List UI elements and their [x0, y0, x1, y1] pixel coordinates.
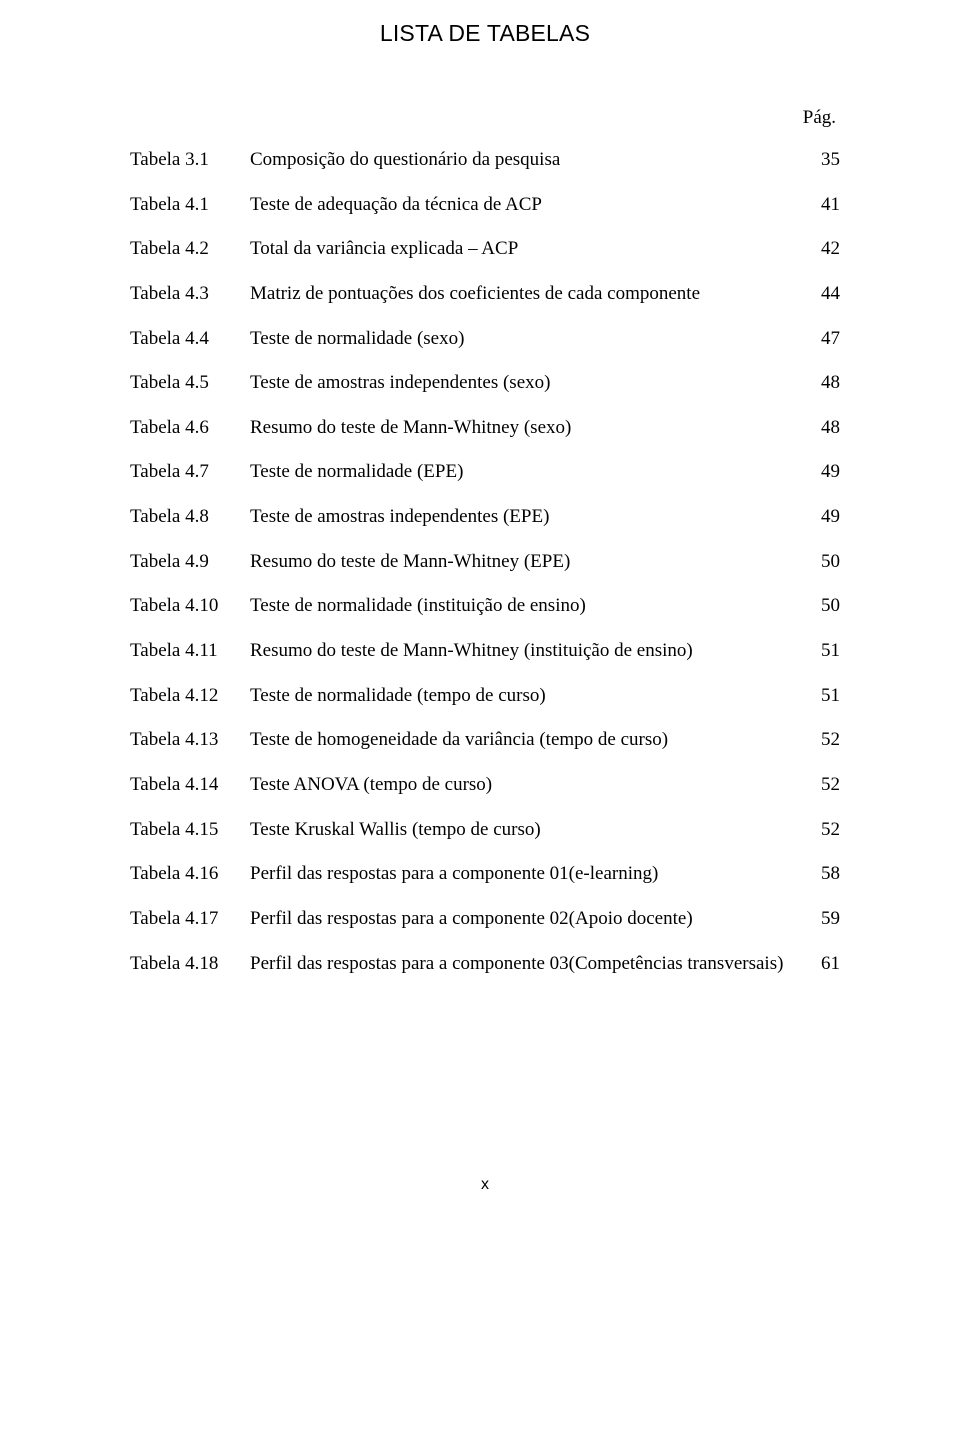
table-page-cell: 52 [804, 727, 840, 753]
table-id-cell: Tabela 4.17 [130, 906, 250, 932]
table-id-cell: Tabela 4.10 [130, 593, 250, 619]
table-page-cell: 42 [804, 236, 840, 262]
table-page-cell: 35 [804, 147, 840, 173]
table-row: Tabela 4.2Total da variância explicada –… [130, 236, 840, 262]
table-row: Tabela 4.16Perfil das respostas para a c… [130, 861, 840, 887]
page-column-header: Pág. [803, 107, 836, 129]
page-number-footer: x [130, 1176, 840, 1194]
table-list: Tabela 3.1Composição do questionário da … [130, 147, 840, 976]
table-desc-cell: Teste de amostras independentes (EPE) [250, 504, 804, 530]
table-row: Tabela 4.5Teste de amostras independente… [130, 370, 840, 396]
page-title: LISTA DE TABELAS [130, 20, 840, 47]
table-row: Tabela 4.9Resumo do teste de Mann-Whitne… [130, 549, 840, 575]
table-row: Tabela 4.10Teste de normalidade (institu… [130, 593, 840, 619]
table-page-cell: 47 [804, 326, 840, 352]
table-page-cell: 50 [804, 593, 840, 619]
table-id-cell: Tabela 4.5 [130, 370, 250, 396]
table-row: Tabela 4.8Teste de amostras independente… [130, 504, 840, 530]
table-row: Tabela 3.1Composição do questionário da … [130, 147, 840, 173]
table-id-cell: Tabela 4.18 [130, 951, 250, 977]
table-desc-cell: Perfil das respostas para a componente 0… [250, 951, 804, 977]
table-page-cell: 51 [804, 638, 840, 664]
table-id-cell: Tabela 4.4 [130, 326, 250, 352]
table-desc-cell: Teste de adequação da técnica de ACP [250, 192, 804, 218]
table-desc-cell: Resumo do teste de Mann-Whitney (sexo) [250, 415, 804, 441]
table-row: Tabela 4.13Teste de homogeneidade da var… [130, 727, 840, 753]
table-id-cell: Tabela 4.13 [130, 727, 250, 753]
table-row: Tabela 4.6Resumo do teste de Mann-Whitne… [130, 415, 840, 441]
table-row: Tabela 4.1Teste de adequação da técnica … [130, 192, 840, 218]
table-id-cell: Tabela 4.2 [130, 236, 250, 262]
table-id-cell: Tabela 4.3 [130, 281, 250, 307]
table-page-cell: 61 [804, 951, 840, 977]
table-desc-cell: Teste ANOVA (tempo de curso) [250, 772, 804, 798]
table-desc-cell: Teste Kruskal Wallis (tempo de curso) [250, 817, 804, 843]
table-page-cell: 41 [804, 192, 840, 218]
table-page-cell: 59 [804, 906, 840, 932]
table-page-cell: 44 [804, 281, 840, 307]
table-page-cell: 51 [804, 683, 840, 709]
table-desc-cell: Teste de normalidade (sexo) [250, 326, 804, 352]
table-desc-cell: Teste de homogeneidade da variância (tem… [250, 727, 804, 753]
page-column-header-row: Pág. [130, 107, 840, 129]
table-row: Tabela 4.4Teste de normalidade (sexo)47 [130, 326, 840, 352]
table-id-cell: Tabela 4.6 [130, 415, 250, 441]
table-row: Tabela 4.14Teste ANOVA (tempo de curso)5… [130, 772, 840, 798]
table-desc-cell: Teste de normalidade (tempo de curso) [250, 683, 804, 709]
table-row: Tabela 4.7Teste de normalidade (EPE)49 [130, 459, 840, 485]
table-desc-cell: Total da variância explicada – ACP [250, 236, 804, 262]
table-desc-cell: Matriz de pontuações dos coeficientes de… [250, 281, 804, 307]
table-desc-cell: Perfil das respostas para a componente 0… [250, 861, 804, 887]
table-page-cell: 48 [804, 370, 840, 396]
table-row: Tabela 4.11Resumo do teste de Mann-Whitn… [130, 638, 840, 664]
table-id-cell: Tabela 4.14 [130, 772, 250, 798]
table-page-cell: 48 [804, 415, 840, 441]
table-row: Tabela 4.18Perfil das respostas para a c… [130, 951, 840, 977]
table-desc-cell: Teste de amostras independentes (sexo) [250, 370, 804, 396]
table-page-cell: 49 [804, 459, 840, 485]
table-id-cell: Tabela 4.16 [130, 861, 250, 887]
page-container: LISTA DE TABELAS Pág. Tabela 3.1Composiç… [0, 0, 960, 1434]
table-row: Tabela 4.12Teste de normalidade (tempo d… [130, 683, 840, 709]
table-id-cell: Tabela 3.1 [130, 147, 250, 173]
table-id-cell: Tabela 4.7 [130, 459, 250, 485]
table-id-cell: Tabela 4.1 [130, 192, 250, 218]
table-desc-cell: Resumo do teste de Mann-Whitney (EPE) [250, 549, 804, 575]
table-id-cell: Tabela 4.9 [130, 549, 250, 575]
table-desc-cell: Teste de normalidade (EPE) [250, 459, 804, 485]
table-id-cell: Tabela 4.15 [130, 817, 250, 843]
table-desc-cell: Teste de normalidade (instituição de ens… [250, 593, 804, 619]
table-page-cell: 52 [804, 817, 840, 843]
table-page-cell: 58 [804, 861, 840, 887]
table-id-cell: Tabela 4.8 [130, 504, 250, 530]
table-desc-cell: Resumo do teste de Mann-Whitney (institu… [250, 638, 804, 664]
table-desc-cell: Composição do questionário da pesquisa [250, 147, 804, 173]
table-desc-cell: Perfil das respostas para a componente 0… [250, 906, 804, 932]
table-id-cell: Tabela 4.11 [130, 638, 250, 664]
table-page-cell: 52 [804, 772, 840, 798]
table-id-cell: Tabela 4.12 [130, 683, 250, 709]
table-page-cell: 49 [804, 504, 840, 530]
table-row: Tabela 4.17Perfil das respostas para a c… [130, 906, 840, 932]
table-page-cell: 50 [804, 549, 840, 575]
table-row: Tabela 4.15Teste Kruskal Wallis (tempo d… [130, 817, 840, 843]
table-row: Tabela 4.3Matriz de pontuações dos coefi… [130, 281, 840, 307]
